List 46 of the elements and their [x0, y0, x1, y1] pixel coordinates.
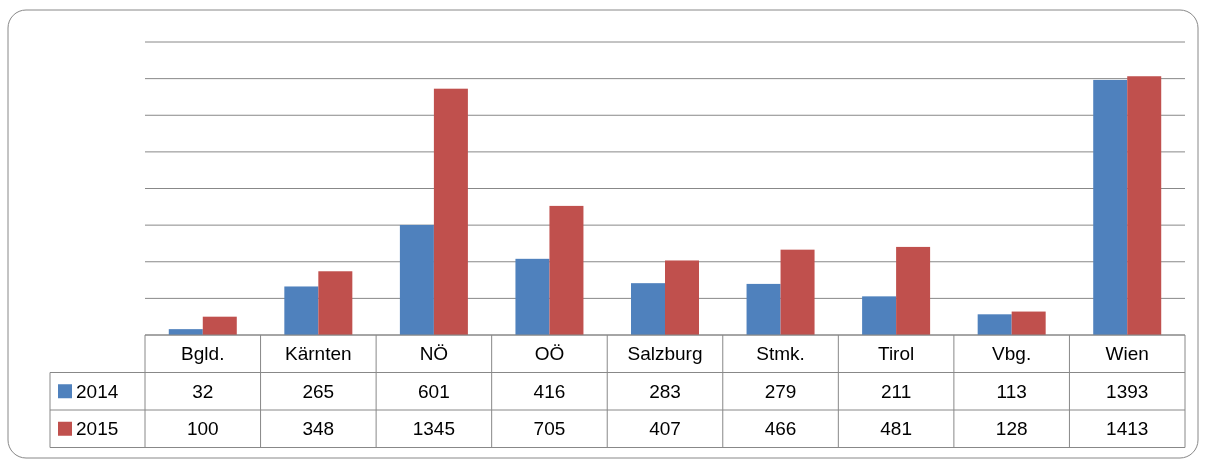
data-label: 481 [880, 418, 912, 440]
x-tick-label: Bgld. [181, 343, 225, 365]
data-label: 1345 [412, 418, 456, 440]
bar [1011, 311, 1046, 335]
bar [1093, 79, 1128, 335]
data-label: 407 [649, 418, 681, 440]
legend-label: 2014 [76, 380, 119, 402]
data-label: 128 [995, 418, 1028, 440]
bar [665, 260, 699, 335]
x-tick-label: Vbg. [992, 343, 1032, 365]
x-tick-label: Tirol [877, 343, 915, 365]
bar [896, 246, 931, 335]
x-tick-label: Kärnten [285, 343, 352, 365]
data-label: 32 [192, 380, 214, 402]
x-tick-label: Stmk. [756, 343, 805, 365]
data-label: 279 [764, 380, 797, 402]
bar [977, 314, 1012, 335]
x-tick-label: NÖ [419, 343, 449, 365]
data-label: 265 [302, 380, 335, 402]
bar [1127, 76, 1162, 335]
data-label: 705 [533, 418, 566, 440]
bar [746, 283, 781, 335]
bar [399, 224, 434, 335]
x-tick-label: Salzburg [627, 343, 703, 365]
bar [631, 283, 665, 335]
bar [515, 258, 550, 335]
legend-label: 2015 [76, 418, 119, 440]
bar [862, 296, 897, 335]
data-label: 211 [880, 380, 912, 402]
bar [549, 205, 584, 335]
x-tick-label: OÖ [534, 343, 565, 365]
data-label: 348 [302, 418, 335, 440]
data-label: 1393 [1106, 380, 1149, 402]
data-label: 466 [764, 418, 797, 440]
bar [202, 316, 237, 335]
bar [284, 286, 319, 335]
data-label: 100 [186, 418, 219, 440]
data-label: 283 [649, 380, 681, 402]
bar [318, 271, 353, 335]
bar [780, 249, 815, 335]
data-label: 601 [418, 380, 450, 402]
data-label: 1413 [1106, 418, 1149, 440]
data-label: 416 [533, 380, 566, 402]
bar [433, 88, 468, 335]
x-tick-label: Wien [1105, 343, 1149, 365]
data-label: 113 [996, 380, 1027, 402]
